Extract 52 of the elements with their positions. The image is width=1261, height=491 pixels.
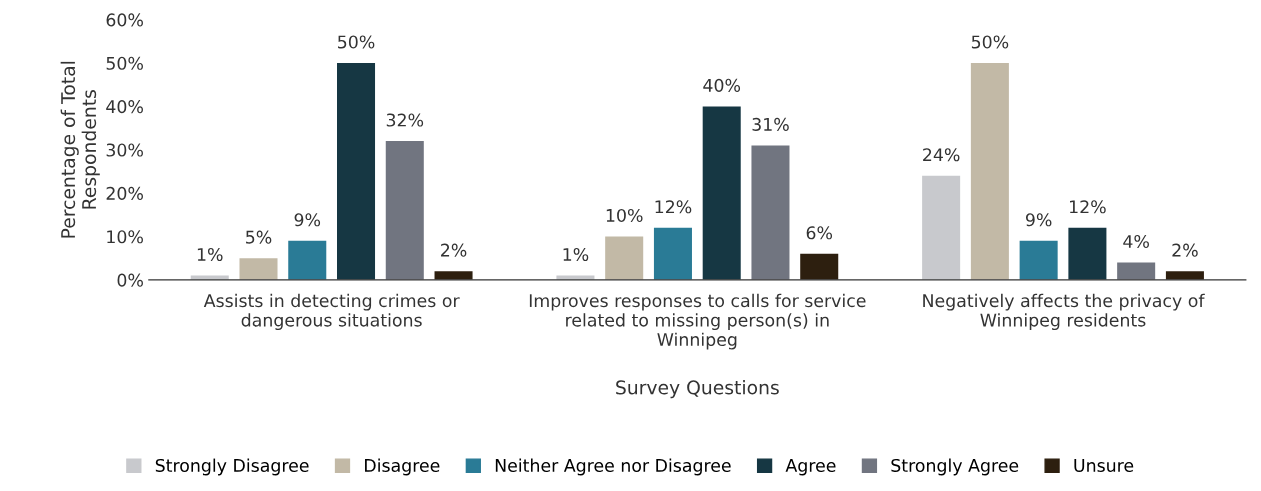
data-label: 4% <box>1123 234 1149 249</box>
legend-label: Strongly Disagree <box>155 458 309 476</box>
bar <box>653 227 692 280</box>
legend-label: Disagree <box>365 458 440 476</box>
y-tick-label: 0% <box>117 273 143 287</box>
data-label: 9% <box>294 213 321 227</box>
y-tick-label: 50% <box>106 56 143 70</box>
data-label: 1% <box>197 247 223 262</box>
data-label: 1% <box>563 247 589 262</box>
bar <box>337 63 376 280</box>
legend-label: Unsure <box>1074 459 1134 473</box>
legend-label: Agree <box>785 459 836 476</box>
data-label: 50% <box>338 35 375 49</box>
y-tick-label: 10% <box>107 230 143 244</box>
bar <box>1117 262 1156 280</box>
data-label: 31% <box>752 117 789 131</box>
y-tick-label: 40% <box>106 100 143 114</box>
data-label: 12% <box>655 200 692 214</box>
legend-label: Strongly Agree <box>891 458 1019 476</box>
data-label: 12% <box>1070 200 1106 214</box>
bar <box>239 258 278 280</box>
x-tick-label: Assists in detecting crimes or dangerous situations <box>203 293 460 330</box>
bar <box>288 240 327 280</box>
y-axis-title: Percentage of Total Respondents <box>60 61 100 238</box>
data-label: 32% <box>386 113 424 127</box>
bar <box>434 271 473 280</box>
bar <box>800 253 839 280</box>
x-tick-label: Improves responses to calls for service related to missing person(s) in Winnipeg <box>529 293 866 350</box>
data-label: 10% <box>606 208 643 223</box>
data-label: 6% <box>806 226 833 240</box>
y-tick-label: 20% <box>106 186 143 200</box>
legend-label: Neither Agree nor Disagree <box>495 458 731 476</box>
y-tick-label: 60% <box>106 13 143 27</box>
bar <box>970 63 1009 280</box>
data-label: 50% <box>971 35 1009 49</box>
bar <box>1068 227 1107 280</box>
bar <box>1019 240 1058 280</box>
y-tick-label: 30% <box>106 143 143 157</box>
data-label: 2% <box>1172 243 1198 257</box>
data-label: 5% <box>246 230 272 244</box>
data-label: 2% <box>441 243 467 257</box>
data-label: 24% <box>923 148 960 162</box>
bar <box>605 236 644 280</box>
bar <box>385 141 424 280</box>
data-label: 9% <box>1025 213 1052 227</box>
x-tick-label: Negatively affects the privacy of Winnipeg residents <box>923 293 1205 330</box>
bar <box>922 175 961 280</box>
data-label: 40% <box>703 78 741 92</box>
bar <box>751 145 790 280</box>
x-axis-title: Survey Questions <box>616 380 779 399</box>
bar <box>1165 271 1204 280</box>
bar <box>702 106 741 280</box>
